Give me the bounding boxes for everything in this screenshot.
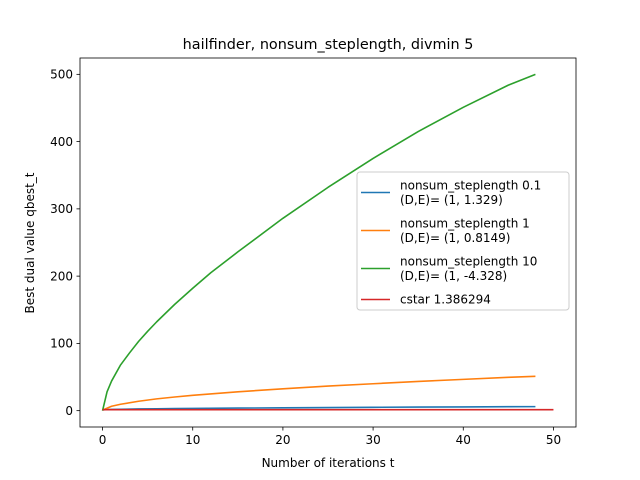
x-axis-ticks: 0 10 20 30 40 50 [99, 427, 561, 447]
y-tick-label: 400 [50, 135, 73, 149]
y-axis-ticks: 0 100 200 300 400 500 [50, 68, 80, 418]
y-tick-label: 200 [50, 269, 73, 283]
series-line-3 [101, 73, 536, 411]
legend-label-3: nonsum_steplength 10 [400, 255, 537, 269]
legend-label-1: (D,E)= (1, 1.329) [400, 193, 503, 207]
x-tick-label: 20 [275, 433, 290, 447]
legend: nonsum_steplength 0.1(D,E)= (1, 1.329) no… [356, 171, 570, 311]
legend-label-2: nonsum_steplength 1 [400, 217, 530, 231]
y-tick-label: 0 [65, 404, 73, 418]
legend-label-2: (D,E)= (1, 0.8149) [400, 231, 510, 245]
legend-label-1: nonsum_steplength 0.1 [400, 179, 541, 193]
y-axis-label: Best dual value qbest_t [23, 172, 37, 313]
x-tick-label: 0 [99, 433, 107, 447]
y-tick-label: 500 [50, 68, 73, 82]
legend-box [356, 171, 570, 311]
y-tick-label: 300 [50, 202, 73, 216]
series-line-2 [102, 375, 536, 411]
legend-label-4: cstar 1.386294 [400, 293, 491, 307]
y-tick-label: 100 [50, 337, 73, 351]
x-tick-label: 30 [365, 433, 380, 447]
x-tick-label: 40 [456, 433, 471, 447]
x-tick-label: 50 [546, 433, 561, 447]
chart-title: hailfinder, nonsum_steplength, divmin 5 [183, 37, 474, 53]
plot-frame [79, 57, 577, 428]
x-axis-label: Number of iterations t [262, 456, 395, 470]
x-tick-label: 10 [185, 433, 200, 447]
legend-label-3: (D,E)= (1, -4.328) [400, 269, 507, 283]
plot-lines [101, 73, 554, 411]
